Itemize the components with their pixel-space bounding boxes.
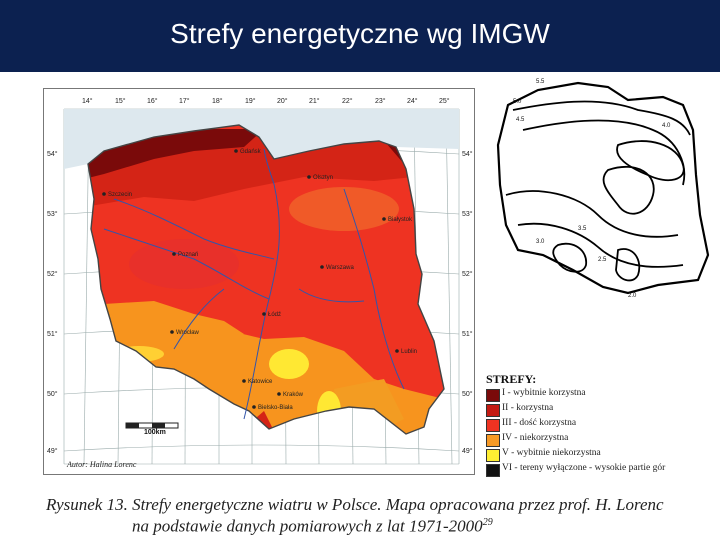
svg-text:18°: 18°: [212, 97, 223, 105]
poland-zone-map-svg: Gdańsk Szczecin Olsztyn Poznań Warszawa …: [47, 97, 473, 469]
svg-text:3.5: 3.5: [578, 226, 587, 232]
svg-text:2.5: 2.5: [598, 257, 607, 263]
legend-label: V - wybitnie niekorzystna: [502, 448, 601, 458]
iso-labels: 5.5 5.0 4.5 4.0 3.5 3.0 2.5 2.0: [513, 79, 671, 299]
svg-text:49°: 49°: [462, 447, 473, 455]
svg-text:19°: 19°: [245, 97, 256, 105]
legend-swatch: [486, 419, 500, 432]
caption-line-2-text: na podstawie danych pomiarowych z lat 19…: [132, 516, 483, 536]
svg-text:14°: 14°: [82, 97, 93, 105]
legend-swatch: [486, 449, 500, 462]
legend-label: III - dość korzystna: [502, 418, 577, 428]
slide-header: [0, 0, 720, 72]
city-label: Białystok: [388, 217, 413, 223]
map-author: Autor: Halina Lorenc: [66, 460, 137, 469]
legend-swatch: [486, 389, 500, 402]
zone-fills: [88, 125, 444, 434]
svg-text:5.0: 5.0: [513, 99, 522, 105]
legend-label: II - korzystna: [502, 403, 554, 413]
svg-text:22°: 22°: [342, 97, 353, 105]
city-label: Poznań: [178, 252, 198, 258]
legend-label: IV - niekorzystna: [502, 433, 569, 443]
svg-text:53°: 53°: [462, 210, 473, 218]
city-label: Katowice: [248, 379, 273, 385]
isoline-wind-map: 5.5 5.0 4.5 4.0 3.5 3.0 2.5 2.0: [478, 75, 718, 305]
city-markers: Gdańsk Szczecin Olsztyn Poznań Warszawa …: [102, 149, 417, 411]
caption-line-2: na podstawie danych pomiarowych z lat 19…: [46, 514, 706, 536]
svg-text:3.0: 3.0: [536, 239, 545, 245]
svg-text:21°: 21°: [309, 97, 320, 105]
svg-text:50°: 50°: [47, 390, 58, 398]
svg-text:51°: 51°: [47, 330, 58, 338]
svg-text:52°: 52°: [47, 270, 58, 278]
city-label: Gdańsk: [240, 149, 262, 155]
degree-labels-left: 54° 53° 52° 51° 50° 49°: [47, 150, 58, 455]
city-label: Warszawa: [326, 265, 354, 271]
svg-text:52°: 52°: [462, 270, 473, 278]
city-label: Szczecin: [108, 192, 132, 198]
legend-label: VI - tereny wyłączone - wysokie partie g…: [502, 463, 666, 473]
isolines: [505, 100, 691, 282]
svg-text:23°: 23°: [375, 97, 386, 105]
svg-text:25°: 25°: [439, 97, 450, 105]
rivers: [103, 148, 405, 420]
svg-text:24°: 24°: [407, 97, 418, 105]
svg-text:50°: 50°: [462, 390, 473, 398]
figure-caption: Rysunek 13. Strefy energetyczne wiatru w…: [46, 496, 706, 536]
svg-text:16°: 16°: [147, 97, 158, 105]
iso-country-border: [496, 81, 710, 295]
scale-label: 100km: [144, 429, 166, 436]
legend-swatch: [486, 464, 500, 477]
legend-title: STREFY:: [486, 372, 537, 386]
svg-text:15°: 15°: [115, 97, 126, 105]
country-border: [87, 124, 445, 435]
legend-label: I - wybitnie korzystna: [502, 388, 586, 398]
zone-legend: STREFY: I - wybitnie korzystna II - korz…: [480, 372, 715, 482]
caption-reference: 29: [482, 517, 493, 528]
scale-bar: 100km: [125, 422, 179, 436]
slide-title: Strefy energetyczne wg IMGW: [170, 18, 550, 49]
legend-swatch: [486, 434, 500, 447]
svg-text:53°: 53°: [47, 210, 58, 218]
city-label: Kraków: [283, 392, 304, 398]
svg-text:54°: 54°: [462, 150, 473, 158]
svg-text:4.0: 4.0: [662, 123, 671, 129]
city-label: Bielsko-Biała: [258, 405, 293, 411]
city-label: Łódź: [268, 312, 281, 318]
legend-swatch: [486, 404, 500, 417]
city-label: Wrocław: [176, 330, 200, 336]
caption-line-1: Rysunek 13. Strefy energetyczne wiatru w…: [46, 495, 664, 514]
svg-text:20°: 20°: [277, 97, 288, 105]
wind-zone-map: Gdańsk Szczecin Olsztyn Poznań Warszawa …: [43, 88, 475, 475]
svg-text:2.0: 2.0: [628, 293, 637, 299]
svg-text:4.5: 4.5: [516, 117, 525, 123]
svg-text:54°: 54°: [47, 150, 58, 158]
city-label: Olsztyn: [313, 175, 333, 181]
svg-text:17°: 17°: [179, 97, 190, 105]
isoline-map-svg: 5.5 5.0 4.5 4.0 3.5 3.0 2.5 2.0: [496, 79, 710, 299]
svg-text:49°: 49°: [47, 447, 58, 455]
degree-labels-top: 14° 15° 16° 17° 18° 19° 20° 21° 22° 23° …: [82, 97, 450, 105]
baltic-sea: [64, 109, 459, 169]
svg-text:51°: 51°: [462, 330, 473, 338]
city-label: Lublin: [401, 349, 417, 355]
degree-labels-right: 54° 53° 52° 51° 50° 49°: [462, 150, 473, 455]
svg-text:5.5: 5.5: [536, 79, 545, 85]
